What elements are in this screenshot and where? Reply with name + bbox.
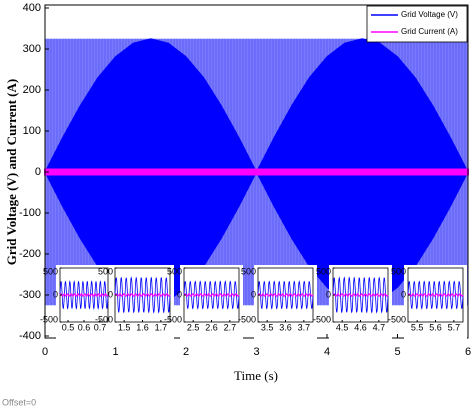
legend-label: Grid Voltage (V) — [401, 10, 458, 19]
x-axis-label: Time (s) — [234, 368, 278, 383]
y-tick-label: 0 — [35, 166, 41, 178]
inset-x-tick-label: 3.5 — [261, 322, 274, 332]
x-tick-label: 2 — [183, 346, 189, 358]
inset-x-tick-label: 0.6 — [78, 322, 91, 332]
inset-signal — [332, 293, 389, 297]
inset-signal — [59, 293, 109, 297]
inset-x-tick-label: 2.6 — [205, 322, 218, 332]
inset-y-tick-label: 0 — [53, 289, 58, 299]
inset-x-tick-label: 2.7 — [224, 322, 237, 332]
inset-signal — [407, 293, 464, 297]
inset-x-tick-label: 4.6 — [354, 322, 367, 332]
inset-x-tick-label: 1.5 — [118, 322, 131, 332]
x-tick-label: 5 — [394, 346, 400, 358]
inset-x-tick-label: 4.5 — [336, 322, 349, 332]
footnote: Offset=0 — [2, 397, 36, 407]
y-tick-label: 300 — [23, 43, 41, 55]
x-tick-label: 1 — [112, 346, 118, 358]
inset-y-tick-label: -500 — [313, 314, 331, 324]
inset-signal — [183, 293, 240, 297]
inset-y-tick-label: 500 — [316, 266, 331, 276]
inset-x-tick-label: 0.7 — [94, 322, 107, 332]
inset-x-tick-label: 2.5 — [187, 322, 200, 332]
legend-box — [366, 5, 468, 43]
y-tick-label: -300 — [19, 289, 41, 301]
x-tick-label: 4 — [324, 346, 330, 358]
inset-y-tick-label: 0 — [326, 289, 331, 299]
y-tick-label: -400 — [19, 330, 41, 342]
inset-y-tick-label: -500 — [95, 314, 113, 324]
inset-x-tick-label: 3.7 — [298, 322, 311, 332]
series-envelope — [44, 38, 469, 174]
inset-y-tick-label: 500 — [241, 266, 256, 276]
inset-signal — [114, 293, 171, 297]
y-tick-label: -200 — [19, 248, 41, 260]
y-tick-label: 400 — [23, 2, 41, 14]
x-tick-label: 6 — [465, 346, 471, 358]
y-tick-label: 200 — [23, 84, 41, 96]
inset-x-tick-label: 1.6 — [136, 322, 149, 332]
y-tick-label: 100 — [23, 125, 41, 137]
inset-x-tick-label: 5.6 — [429, 322, 442, 332]
inset-x-tick-label: 5.5 — [411, 322, 424, 332]
x-tick-label: 0 — [42, 346, 48, 358]
inset-y-tick-label: 500 — [43, 266, 58, 276]
inset-x-tick-label: 1.7 — [155, 322, 168, 332]
inset-y-tick-label: 0 — [251, 289, 256, 299]
inset-y-tick-label: 0 — [177, 289, 182, 299]
inset-signal — [257, 293, 314, 297]
inset-y-tick-label: -500 — [238, 314, 256, 324]
inset-y-tick-label: -500 — [164, 314, 182, 324]
inset-y-tick-label: 500 — [98, 266, 113, 276]
x-tick-label: 3 — [253, 346, 259, 358]
inset-x-tick-label: 5.7 — [448, 322, 461, 332]
inset-y-tick-label: 500 — [167, 266, 182, 276]
inset-y-tick-label: -500 — [388, 314, 406, 324]
inset-y-tick-label: 0 — [108, 289, 113, 299]
inset-y-tick-label: -500 — [40, 314, 58, 324]
inset-x-tick-label: 4.7 — [373, 322, 386, 332]
y-axis-label: Grid Voltage (V) and Current (A) — [4, 79, 19, 265]
series-envelope — [44, 171, 469, 176]
legend-label: Grid Current (A) — [401, 27, 458, 36]
inset-y-tick-label: 500 — [391, 266, 406, 276]
inset-x-tick-label: 0.5 — [62, 322, 75, 332]
inset-x-tick-label: 3.6 — [279, 322, 292, 332]
inset-y-tick-label: 0 — [401, 289, 406, 299]
y-tick-label: -100 — [19, 207, 41, 219]
